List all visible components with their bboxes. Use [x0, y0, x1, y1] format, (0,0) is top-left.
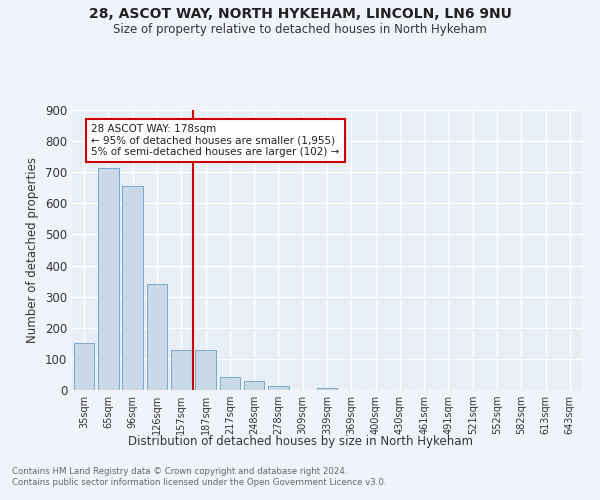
Text: 28 ASCOT WAY: 178sqm
← 95% of detached houses are smaller (1,955)
5% of semi-det: 28 ASCOT WAY: 178sqm ← 95% of detached h…	[91, 124, 340, 157]
Text: 28, ASCOT WAY, NORTH HYKEHAM, LINCOLN, LN6 9NU: 28, ASCOT WAY, NORTH HYKEHAM, LINCOLN, L…	[89, 8, 511, 22]
Bar	[98, 168, 119, 390]
Bar	[268, 386, 289, 390]
Bar	[122, 186, 143, 390]
Bar	[195, 350, 216, 390]
Bar	[244, 380, 265, 390]
Bar	[171, 350, 191, 390]
Text: Distribution of detached houses by size in North Hykeham: Distribution of detached houses by size …	[128, 435, 473, 448]
Bar	[146, 284, 167, 390]
Text: Contains HM Land Registry data © Crown copyright and database right 2024.
Contai: Contains HM Land Registry data © Crown c…	[12, 468, 386, 487]
Bar	[74, 344, 94, 390]
Bar	[220, 377, 240, 390]
Y-axis label: Number of detached properties: Number of detached properties	[26, 157, 40, 343]
Bar	[317, 388, 337, 390]
Text: Size of property relative to detached houses in North Hykeham: Size of property relative to detached ho…	[113, 22, 487, 36]
